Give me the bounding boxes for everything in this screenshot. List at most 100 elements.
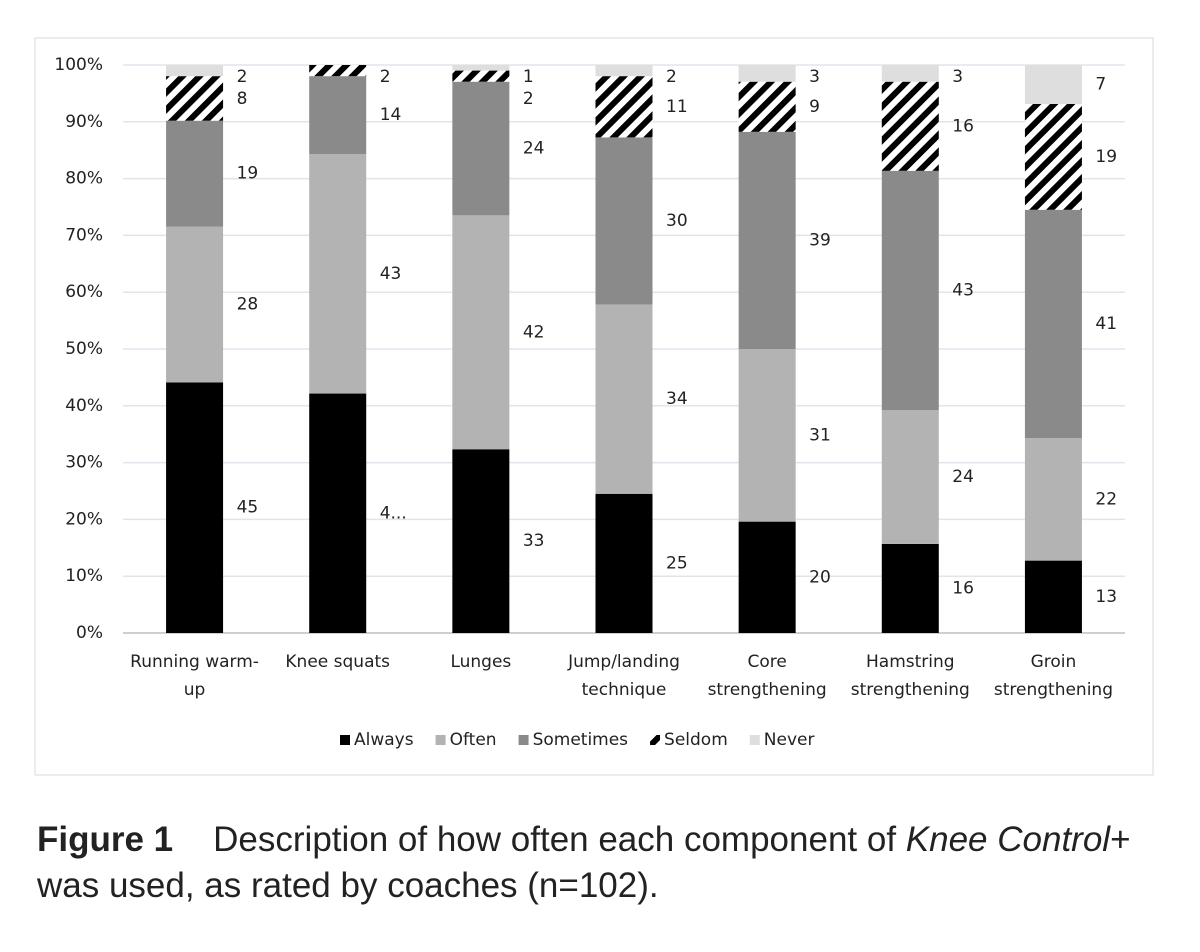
x-tick-label: Knee squats bbox=[285, 652, 390, 672]
data-label: 2 bbox=[523, 89, 534, 109]
y-tick-label: 80% bbox=[65, 169, 103, 189]
bar-segment bbox=[595, 137, 653, 305]
x-tick-label: Lunges bbox=[450, 652, 511, 672]
y-tick-label: 50% bbox=[65, 339, 103, 359]
x-tick-label: up bbox=[184, 680, 206, 700]
caption-line-1: Figure 1 Description of how often each co… bbox=[37, 820, 1131, 860]
data-label: 8 bbox=[237, 89, 248, 109]
x-tick-label: strengthening bbox=[994, 680, 1113, 700]
bar-segment bbox=[595, 304, 653, 494]
x-tick-label: Hamstring bbox=[866, 652, 955, 672]
y-tick-label: 70% bbox=[65, 225, 103, 245]
data-label: 2 bbox=[237, 67, 248, 87]
x-tick-label: Core bbox=[747, 652, 786, 672]
legend-label: Never bbox=[764, 730, 815, 750]
data-label: 19 bbox=[237, 164, 259, 184]
legend-label: Seldom bbox=[664, 730, 728, 750]
bar-segment bbox=[1024, 103, 1082, 210]
data-label: 22 bbox=[1095, 489, 1117, 509]
data-label: 1 bbox=[523, 67, 534, 87]
bar-segment bbox=[166, 65, 224, 77]
data-label: 9 bbox=[809, 97, 820, 117]
x-tick-label: strengthening bbox=[851, 680, 970, 700]
data-label: 43 bbox=[380, 264, 402, 284]
bar-segment bbox=[738, 349, 796, 522]
legend-swatch bbox=[749, 735, 760, 745]
y-tick-label: 60% bbox=[65, 282, 103, 302]
bar-segment bbox=[738, 131, 796, 349]
legend-swatch bbox=[340, 735, 350, 745]
data-label: 16 bbox=[952, 116, 974, 136]
data-label: 24 bbox=[952, 467, 974, 487]
data-label: 39 bbox=[809, 230, 831, 250]
data-label: 31 bbox=[809, 425, 831, 445]
data-label: 3 bbox=[809, 67, 820, 87]
bar-segment bbox=[166, 120, 224, 227]
data-label: 20 bbox=[809, 567, 831, 587]
data-label: 42 bbox=[523, 322, 545, 342]
bar-segment bbox=[1024, 560, 1082, 633]
x-tick-label: Groin bbox=[1031, 652, 1077, 672]
data-label: 30 bbox=[666, 211, 688, 231]
data-label: 11 bbox=[666, 97, 688, 117]
bar-segment bbox=[881, 65, 939, 82]
data-label: 13 bbox=[1095, 587, 1117, 607]
bar-segment bbox=[1024, 65, 1082, 104]
data-label: 3 bbox=[952, 67, 963, 87]
caption-line-2: was used, as rated by coaches (n=102). bbox=[37, 866, 659, 905]
caption-italic: Knee Control bbox=[905, 820, 1111, 859]
bar-segment bbox=[452, 70, 510, 82]
data-label: 7 bbox=[1095, 74, 1106, 94]
bar-segment bbox=[309, 65, 367, 77]
bar-segment bbox=[1024, 438, 1082, 561]
bar-segment bbox=[738, 521, 796, 633]
bar-segment bbox=[452, 65, 510, 71]
bar-segment bbox=[738, 65, 796, 82]
data-label: 2 bbox=[380, 67, 391, 87]
legend-swatch bbox=[435, 735, 446, 745]
bar-segment bbox=[595, 76, 653, 138]
bar-segment bbox=[166, 382, 224, 633]
bar-segment bbox=[881, 410, 939, 544]
bar-segment bbox=[166, 76, 224, 121]
caption-label: Figure 1 bbox=[37, 820, 174, 859]
data-label: 2 bbox=[666, 67, 677, 87]
caption-text: + bbox=[1110, 820, 1131, 859]
bar-segment bbox=[881, 81, 939, 171]
bar-segment bbox=[595, 65, 653, 77]
bar-segment bbox=[309, 76, 367, 155]
x-tick-label: Jump/landing bbox=[567, 652, 680, 672]
bar-segment bbox=[309, 154, 367, 394]
bar-segment bbox=[738, 81, 796, 132]
legend-label: Sometimes bbox=[533, 730, 629, 750]
legend-label: Often bbox=[450, 730, 497, 750]
bar-segment bbox=[166, 226, 224, 383]
y-tick-label: 10% bbox=[65, 566, 103, 586]
data-label: 19 bbox=[1095, 147, 1117, 167]
data-label: 4... bbox=[380, 503, 407, 523]
bar-segment bbox=[309, 393, 367, 633]
y-tick-label: 90% bbox=[65, 112, 103, 132]
bar-segment bbox=[1024, 209, 1082, 439]
data-label: 25 bbox=[666, 553, 688, 573]
y-tick-label: 30% bbox=[65, 453, 103, 473]
x-tick-label: strengthening bbox=[708, 680, 827, 700]
y-tick-label: 100% bbox=[54, 55, 103, 75]
data-label: 45 bbox=[237, 498, 259, 518]
chart: 0% 10% 20% 30% 40% 50% 60% 70% 80% 90% 100% Running… bbox=[34, 37, 1154, 776]
bar-segment bbox=[595, 493, 653, 633]
legend-swatch bbox=[650, 735, 661, 745]
x-tick-label: technique bbox=[582, 680, 667, 700]
data-label: 41 bbox=[1095, 314, 1117, 334]
data-label: 24 bbox=[523, 139, 545, 159]
y-tick-label: 20% bbox=[65, 509, 103, 529]
data-label: 43 bbox=[952, 281, 974, 301]
y-tick-label: 40% bbox=[65, 396, 103, 416]
bar-segment bbox=[881, 543, 939, 633]
data-label: 33 bbox=[523, 531, 545, 551]
legend-label: Always bbox=[354, 730, 414, 750]
x-tick-label: Running warm- bbox=[130, 652, 259, 672]
data-label: 16 bbox=[952, 578, 974, 598]
bar-segment bbox=[452, 215, 510, 450]
